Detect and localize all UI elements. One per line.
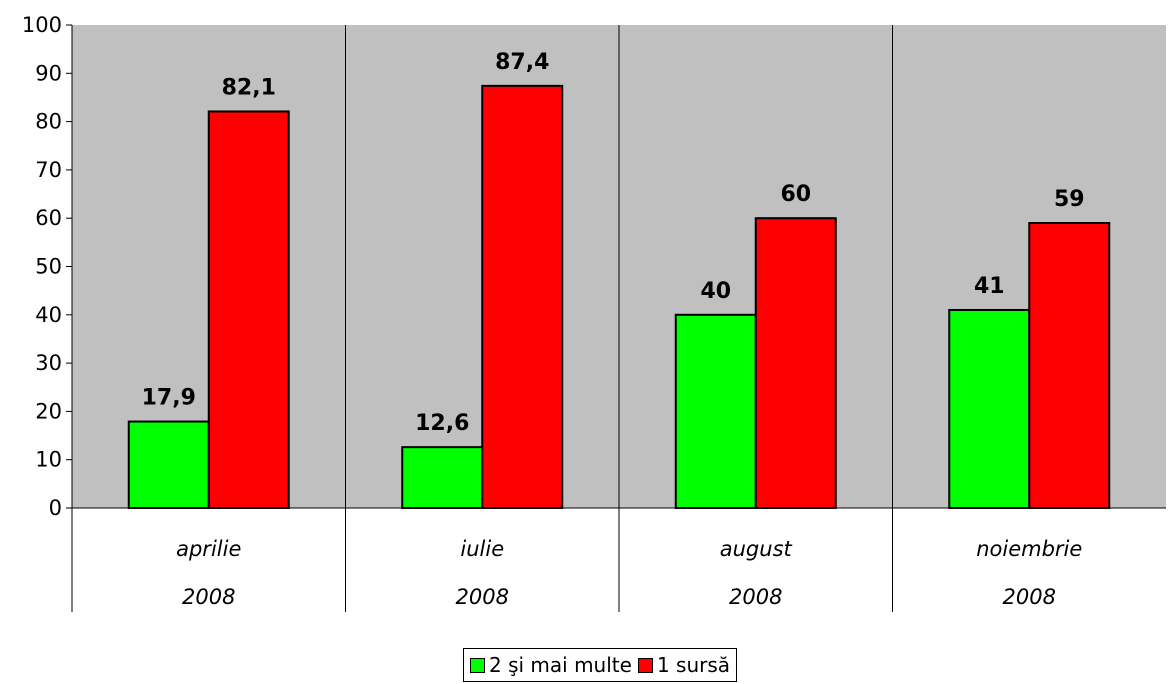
category-label-month: august bbox=[720, 537, 793, 561]
y-tick-label: 40 bbox=[35, 303, 62, 327]
legend: 2 şi mai multe 1 sursă bbox=[463, 648, 738, 682]
category-label-month: aprilie bbox=[176, 537, 241, 561]
y-tick-label: 80 bbox=[35, 110, 62, 134]
data-label: 82,1 bbox=[222, 75, 276, 100]
legend-item-series-2: 1 sursă bbox=[637, 653, 731, 677]
legend-item-series-1: 2 şi mai multe bbox=[470, 653, 632, 677]
data-label: 41 bbox=[974, 274, 1005, 299]
bar bbox=[127, 420, 210, 509]
legend-swatch-series-1 bbox=[470, 657, 485, 673]
bar bbox=[1028, 222, 1111, 509]
y-tick-label: 50 bbox=[35, 255, 62, 279]
category-label-year: 2008 bbox=[182, 585, 235, 609]
legend-label-series-1: 2 şi mai multe bbox=[489, 653, 632, 677]
bar bbox=[754, 217, 837, 509]
category-label-year: 2008 bbox=[456, 585, 509, 609]
category-label-month: iulie bbox=[460, 537, 504, 561]
data-label: 12,6 bbox=[415, 411, 469, 436]
category-label-year: 2008 bbox=[1003, 585, 1056, 609]
y-tick-label: 70 bbox=[35, 158, 62, 182]
bar bbox=[207, 110, 290, 509]
bar bbox=[481, 84, 564, 509]
y-tick-label: 30 bbox=[35, 351, 62, 375]
data-label: 40 bbox=[700, 279, 731, 304]
category-label-month: noiembrie bbox=[976, 537, 1082, 561]
legend-swatch-series-2 bbox=[637, 657, 653, 673]
data-label: 60 bbox=[780, 182, 811, 207]
y-tick-label: 60 bbox=[35, 206, 62, 230]
y-tick-label: 10 bbox=[35, 448, 62, 472]
y-tick-label: 100 bbox=[22, 13, 62, 37]
data-label: 87,4 bbox=[495, 50, 549, 75]
data-label: 17,9 bbox=[142, 386, 196, 411]
category-label-year: 2008 bbox=[729, 585, 782, 609]
bar bbox=[948, 308, 1031, 509]
y-tick-label: 0 bbox=[49, 496, 62, 520]
legend-label-series-2: 1 sursă bbox=[656, 653, 731, 677]
y-tick-label: 20 bbox=[35, 399, 62, 423]
y-tick-label: 90 bbox=[35, 61, 62, 85]
data-label: 59 bbox=[1054, 187, 1085, 212]
bar bbox=[401, 446, 484, 509]
bar bbox=[674, 313, 757, 509]
